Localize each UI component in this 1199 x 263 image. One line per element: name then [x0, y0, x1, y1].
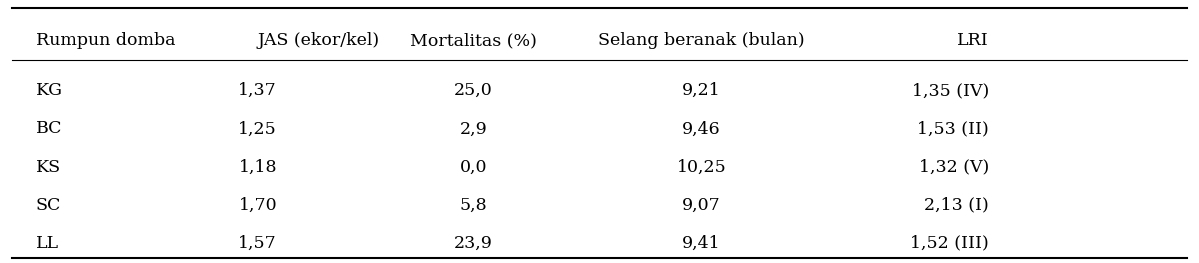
Text: 23,9: 23,9: [454, 235, 493, 252]
Text: KS: KS: [36, 159, 61, 175]
Text: 9,07: 9,07: [682, 197, 721, 214]
Text: 5,8: 5,8: [459, 197, 488, 214]
Text: 9,41: 9,41: [682, 235, 721, 252]
Text: JAS (ekor/kel): JAS (ekor/kel): [258, 32, 380, 49]
Text: Rumpun domba: Rumpun domba: [36, 32, 175, 49]
Text: 9,21: 9,21: [682, 82, 721, 99]
Text: 0,0: 0,0: [460, 159, 487, 175]
Text: 10,25: 10,25: [676, 159, 727, 175]
Text: 1,35 (IV): 1,35 (IV): [912, 82, 989, 99]
Text: 1,37: 1,37: [239, 82, 277, 99]
Text: Selang beranak (bulan): Selang beranak (bulan): [598, 32, 805, 49]
Text: 1,57: 1,57: [239, 235, 277, 252]
Text: BC: BC: [36, 120, 62, 137]
Text: Mortalitas (%): Mortalitas (%): [410, 32, 537, 49]
Text: 25,0: 25,0: [454, 82, 493, 99]
Text: LRI: LRI: [958, 32, 989, 49]
Text: 1,70: 1,70: [239, 197, 277, 214]
Text: LL: LL: [36, 235, 59, 252]
Text: 9,46: 9,46: [682, 120, 721, 137]
Text: 1,32 (V): 1,32 (V): [918, 159, 989, 175]
Text: 2,13 (I): 2,13 (I): [924, 197, 989, 214]
Text: SC: SC: [36, 197, 61, 214]
Text: 1,53 (II): 1,53 (II): [917, 120, 989, 137]
Text: 1,52 (III): 1,52 (III): [910, 235, 989, 252]
Text: 2,9: 2,9: [459, 120, 488, 137]
Text: KG: KG: [36, 82, 64, 99]
Text: 1,25: 1,25: [239, 120, 277, 137]
Text: 1,18: 1,18: [239, 159, 277, 175]
